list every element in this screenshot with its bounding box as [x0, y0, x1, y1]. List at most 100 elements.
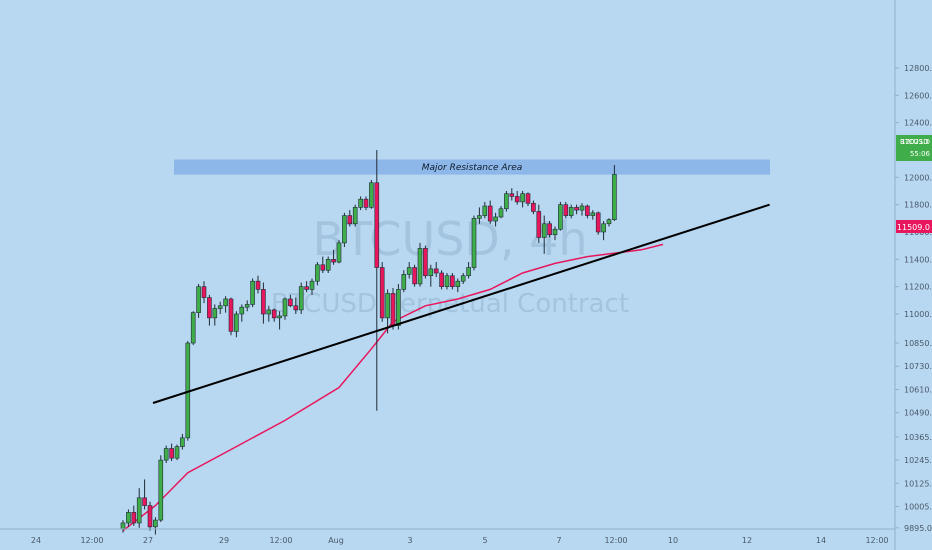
candle-body [266, 309, 272, 315]
candle [352, 204, 358, 227]
candle [385, 289, 390, 334]
candle-body [374, 182, 380, 268]
candle [201, 281, 207, 304]
candle [585, 204, 590, 219]
candle-body [244, 304, 250, 308]
candle-body [293, 305, 299, 311]
candle [450, 272, 455, 290]
candle-body [406, 267, 412, 275]
resistance-zone[interactable] [174, 159, 770, 175]
candle-body [385, 293, 390, 319]
candle-body [509, 193, 515, 197]
candle-body [136, 497, 142, 524]
candle [606, 218, 612, 227]
candle-body [201, 286, 207, 298]
candle-body [196, 286, 201, 313]
candle [142, 479, 147, 510]
candle-body [304, 286, 309, 290]
candle-body [298, 286, 304, 311]
candle [331, 249, 336, 265]
price-axis[interactable]: 12800.012600.012400.012200.012000.011800… [895, 64, 932, 533]
candle [536, 204, 542, 243]
time-tick-label: 7 [556, 536, 561, 545]
candle [514, 190, 520, 205]
candle-body [417, 248, 423, 285]
candle [320, 256, 326, 273]
candle-body [250, 280, 255, 305]
candle-body [444, 275, 450, 287]
candle [482, 201, 488, 219]
candle-body [131, 512, 137, 524]
candle [277, 311, 282, 330]
candle-body [223, 298, 228, 307]
candle-body [493, 216, 498, 222]
candle-body [169, 448, 174, 459]
candle-body [153, 519, 158, 528]
candle-body [450, 275, 455, 287]
candle-body [401, 274, 407, 290]
candles [120, 149, 617, 535]
candle [601, 221, 606, 241]
price-tag-price: 12021.0 [901, 138, 930, 146]
candle [574, 204, 579, 215]
candle-body [255, 280, 261, 290]
candle [255, 275, 261, 294]
candle [406, 262, 412, 279]
candle [498, 206, 504, 219]
candle [325, 256, 331, 273]
candle [466, 262, 471, 279]
candle [455, 278, 461, 293]
candle [126, 509, 131, 527]
candle-body [558, 204, 563, 230]
candle-body [563, 204, 569, 216]
candle [612, 164, 617, 222]
candle [158, 455, 164, 523]
candle-body [423, 248, 428, 277]
candle [223, 296, 228, 313]
candle-body [288, 298, 293, 307]
candle-body [601, 223, 606, 233]
candle [390, 288, 396, 330]
ma-tag-box [896, 220, 932, 233]
candle [363, 196, 369, 211]
time-tick-label: Aug [328, 536, 344, 545]
price-tag-box [896, 135, 932, 161]
time-axis[interactable]: 24 12:00 27 29 12:00 Aug 3 5 7 12:00 10 12 14 12:00 [31, 536, 889, 545]
candle-body [352, 207, 358, 225]
candle [250, 278, 255, 308]
candle [504, 190, 509, 212]
time-tick-label: 12:00 [604, 536, 627, 545]
candle-body [536, 211, 542, 238]
candle [131, 505, 137, 526]
candle-body [228, 298, 234, 332]
candle-body [190, 312, 196, 344]
current-price-tag: BTCUSD 12021.0 55:06 [896, 135, 932, 161]
time-tick-label: 24 [31, 536, 41, 545]
candle-body [277, 315, 282, 319]
candle-body [369, 182, 374, 208]
candle-body [207, 297, 212, 319]
candle-body [579, 205, 585, 211]
time-tick-label: 12:00 [269, 536, 292, 545]
price-tag-symbol: BTCUSD [900, 138, 929, 146]
candle-body [514, 196, 520, 203]
candle [304, 281, 309, 293]
candle-body [574, 207, 579, 211]
candle-body [217, 305, 223, 309]
candle [417, 242, 423, 287]
trendline[interactable] [152, 203, 770, 404]
candle-body [331, 259, 336, 263]
candle [336, 240, 342, 264]
candle-body [590, 212, 596, 216]
candle-body [439, 272, 444, 287]
candle-body [552, 228, 558, 236]
candle [196, 283, 201, 318]
candle [595, 211, 601, 235]
candle-body [126, 512, 131, 524]
time-tick-label: 29 [219, 536, 229, 545]
candle [520, 190, 525, 208]
candle [180, 433, 185, 450]
time-tick-label: 12 [742, 536, 752, 545]
